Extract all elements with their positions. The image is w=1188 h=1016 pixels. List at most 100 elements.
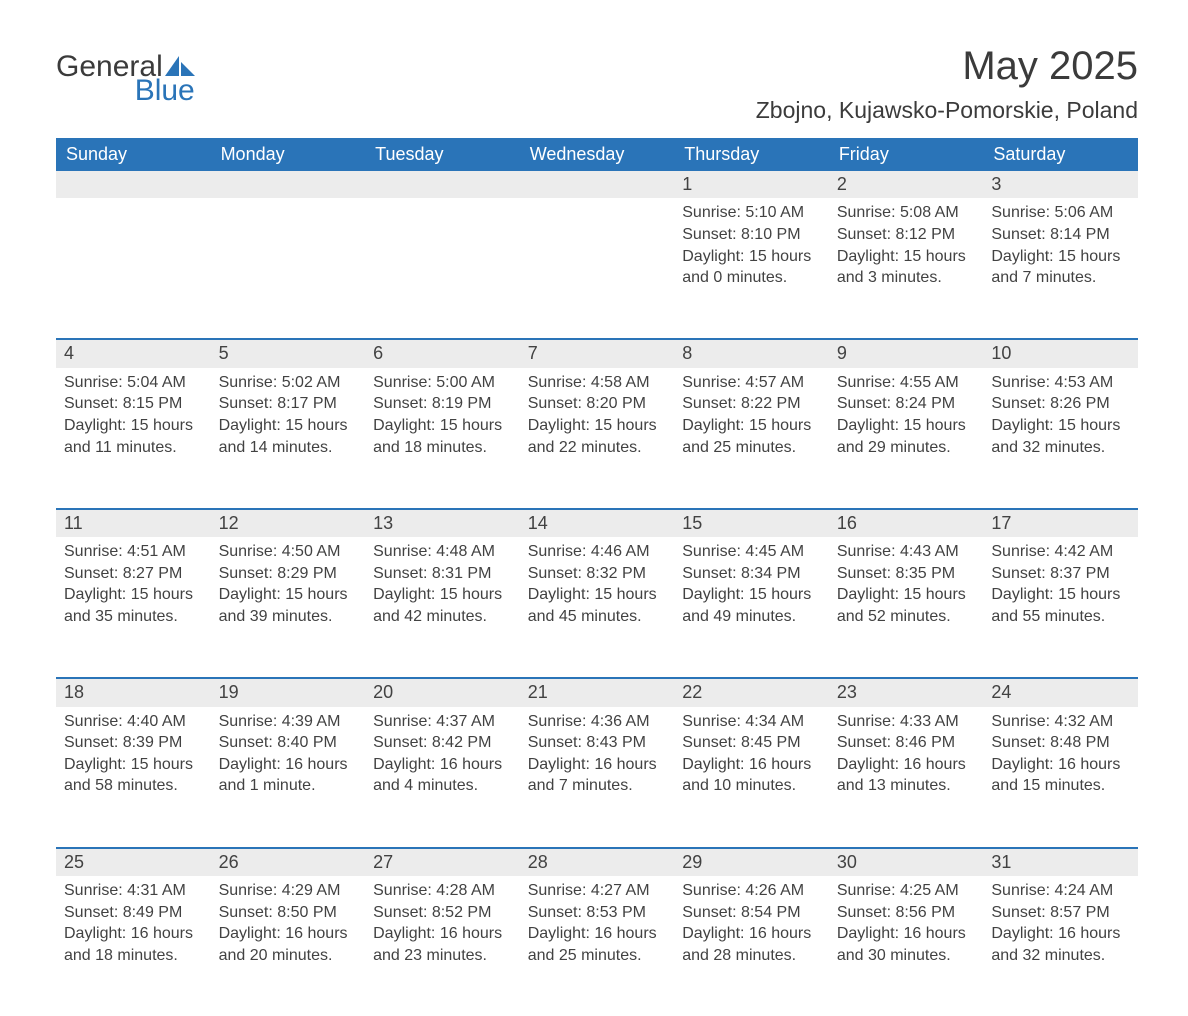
sunrise-line: Sunrise: 4:40 AM xyxy=(64,711,203,733)
day-cell: Sunrise: 5:10 AMSunset: 8:10 PMDaylight:… xyxy=(674,198,829,306)
week-daynum-row: 18192021222324 xyxy=(56,677,1138,706)
day-number: 17 xyxy=(983,508,1138,537)
day-cell: Sunrise: 4:34 AMSunset: 8:45 PMDaylight:… xyxy=(674,707,829,815)
weekday-header: Tuesday xyxy=(365,138,520,171)
sunrise-line: Sunrise: 4:28 AM xyxy=(373,880,512,902)
daylight-line: Daylight: 16 hours and 28 minutes. xyxy=(682,923,821,966)
week-body-row: Sunrise: 4:31 AMSunset: 8:49 PMDaylight:… xyxy=(56,876,1138,1016)
day-number: 23 xyxy=(829,677,984,706)
logo-word-blue: Blue xyxy=(135,76,195,106)
location-subtitle: Zbojno, Kujawsko-Pomorskie, Poland xyxy=(756,97,1138,124)
sunset-line: Sunset: 8:49 PM xyxy=(64,902,203,924)
day-cell: Sunrise: 4:29 AMSunset: 8:50 PMDaylight:… xyxy=(211,876,366,984)
daylight-line: Daylight: 16 hours and 18 minutes. xyxy=(64,923,203,966)
week-body-row: Sunrise: 4:40 AMSunset: 8:39 PM Daylight:… xyxy=(56,707,1138,847)
sunrise-line: Sunrise: 4:42 AM xyxy=(991,541,1130,563)
daylight-line: Daylight: 16 hours and 10 minutes. xyxy=(682,754,821,797)
month-title: May 2025 xyxy=(756,44,1138,89)
sunrise-line: Sunrise: 5:06 AM xyxy=(991,202,1130,224)
sunset-line: Sunset: 8:57 PM xyxy=(991,902,1130,924)
day-cell: Sunrise: 4:46 AMSunset: 8:32 PMDaylight:… xyxy=(520,537,675,645)
week-daynum-row: 45678910 xyxy=(56,338,1138,367)
day-number: 28 xyxy=(520,847,675,876)
day-number: 13 xyxy=(365,508,520,537)
sunset-line: Sunset: 8:15 PM xyxy=(64,393,203,415)
day-number: 22 xyxy=(674,677,829,706)
daylight-line: Daylight: 16 hours and 32 minutes. xyxy=(991,923,1130,966)
sunset-line: Sunset: 8:39 PM xyxy=(64,732,203,754)
day-number: 12 xyxy=(211,508,366,537)
week-body-row: Sunrise: 5:10 AMSunset: 8:10 PMDaylight:… xyxy=(56,198,1138,338)
sunset-line: Sunset: 8:31 PM xyxy=(373,563,512,585)
sunrise-line: Sunrise: 4:58 AM xyxy=(528,372,667,394)
day-number: 4 xyxy=(56,338,211,367)
day-number: 21 xyxy=(520,677,675,706)
sunset-line: Sunset: 8:17 PM xyxy=(219,393,358,415)
day-cell: Sunrise: 4:43 AMSunset: 8:35 PMDaylight:… xyxy=(829,537,984,645)
sunrise-line: Sunrise: 4:32 AM xyxy=(991,711,1130,733)
day-number: 27 xyxy=(365,847,520,876)
sunset-line: Sunset: 8:40 PM xyxy=(219,732,358,754)
empty-day xyxy=(56,171,211,198)
daylight-line: Daylight: 15 hours and 7 minutes. xyxy=(991,246,1130,289)
day-number: 29 xyxy=(674,847,829,876)
sunrise-line: Sunrise: 5:04 AM xyxy=(64,372,203,394)
daylight-line: Daylight: 15 hours and 49 minutes. xyxy=(682,584,821,627)
day-cell: Sunrise: 4:55 AMSunset: 8:24 PMDaylight:… xyxy=(829,368,984,476)
day-cell: Sunrise: 4:58 AMSunset: 8:20 PMDaylight:… xyxy=(520,368,675,476)
sunset-line: Sunset: 8:14 PM xyxy=(991,224,1130,246)
logo: General Blue xyxy=(56,48,195,106)
empty-day xyxy=(365,171,520,198)
sunset-line: Sunset: 8:32 PM xyxy=(528,563,667,585)
sunrise-line: Sunrise: 5:08 AM xyxy=(837,202,976,224)
day-number: 1 xyxy=(674,171,829,198)
day-cell: Sunrise: 4:50 AMSunset: 8:29 PMDaylight:… xyxy=(211,537,366,645)
week-daynum-row: 123 xyxy=(56,171,1138,198)
sunrise-line: Sunrise: 4:39 AM xyxy=(219,711,358,733)
sunrise-line: Sunrise: 4:57 AM xyxy=(682,372,821,394)
day-number: 9 xyxy=(829,338,984,367)
empty-day xyxy=(211,171,366,198)
sunset-line: Sunset: 8:37 PM xyxy=(991,563,1130,585)
sunset-line: Sunset: 8:22 PM xyxy=(682,393,821,415)
sunrise-line: Sunrise: 4:27 AM xyxy=(528,880,667,902)
daylight-line: Daylight: 15 hours and 52 minutes. xyxy=(837,584,976,627)
daylight-line: Daylight: 15 hours and 45 minutes. xyxy=(528,584,667,627)
sunrise-line: Sunrise: 4:34 AM xyxy=(682,711,821,733)
day-number: 26 xyxy=(211,847,366,876)
day-cell: Sunrise: 4:24 AMSunset: 8:57 PMDaylight:… xyxy=(983,876,1138,984)
sunrise-line: Sunrise: 4:29 AM xyxy=(219,880,358,902)
day-cell: Sunrise: 4:26 AMSunset: 8:54 PMDaylight:… xyxy=(674,876,829,984)
day-number: 15 xyxy=(674,508,829,537)
sunrise-line: Sunrise: 5:02 AM xyxy=(219,372,358,394)
calendar-table: Sunday Monday Tuesday Wednesday Thursday… xyxy=(56,138,1138,1016)
daylight-line: Daylight: 15 hours and 3 minutes. xyxy=(837,246,976,289)
day-number: 10 xyxy=(983,338,1138,367)
weekday-header-row: Sunday Monday Tuesday Wednesday Thursday… xyxy=(56,138,1138,171)
daylight-line: Daylight: 15 hours and 25 minutes. xyxy=(682,415,821,458)
weekday-header: Friday xyxy=(829,138,984,171)
daylight-line: Daylight: 15 hours and 35 minutes. xyxy=(64,584,203,627)
sunset-line: Sunset: 8:50 PM xyxy=(219,902,358,924)
day-number: 18 xyxy=(56,677,211,706)
sunrise-line: Sunrise: 4:55 AM xyxy=(837,372,976,394)
daylight-line: Daylight: 16 hours and 15 minutes. xyxy=(991,754,1130,797)
empty-day xyxy=(520,171,675,198)
weekday-header: Sunday xyxy=(56,138,211,171)
day-number: 19 xyxy=(211,677,366,706)
day-cell: Sunrise: 4:57 AMSunset: 8:22 PMDaylight:… xyxy=(674,368,829,476)
day-cell: Sunrise: 4:33 AMSunset: 8:46 PMDaylight:… xyxy=(829,707,984,815)
day-cell: Sunrise: 4:40 AMSunset: 8:39 PMDaylight:… xyxy=(56,707,211,815)
daylight-line: Daylight: 16 hours and 1 minute. xyxy=(219,754,358,797)
sunset-line: Sunset: 8:12 PM xyxy=(837,224,976,246)
sunrise-line: Sunrise: 4:24 AM xyxy=(991,880,1130,902)
day-cell: Sunrise: 4:51 AMSunset: 8:27 PMDaylight:… xyxy=(56,537,211,645)
day-number: 6 xyxy=(365,338,520,367)
sunrise-line: Sunrise: 4:43 AM xyxy=(837,541,976,563)
sunset-line: Sunset: 8:56 PM xyxy=(837,902,976,924)
week-body-row: Sunrise: 5:04 AMSunset: 8:15 PM Daylight:… xyxy=(56,368,1138,508)
day-number: 5 xyxy=(211,338,366,367)
sunrise-line: Sunrise: 5:00 AM xyxy=(373,372,512,394)
daylight-line: Daylight: 15 hours and 55 minutes. xyxy=(991,584,1130,627)
daylight-line: Daylight: 15 hours and 42 minutes. xyxy=(373,584,512,627)
